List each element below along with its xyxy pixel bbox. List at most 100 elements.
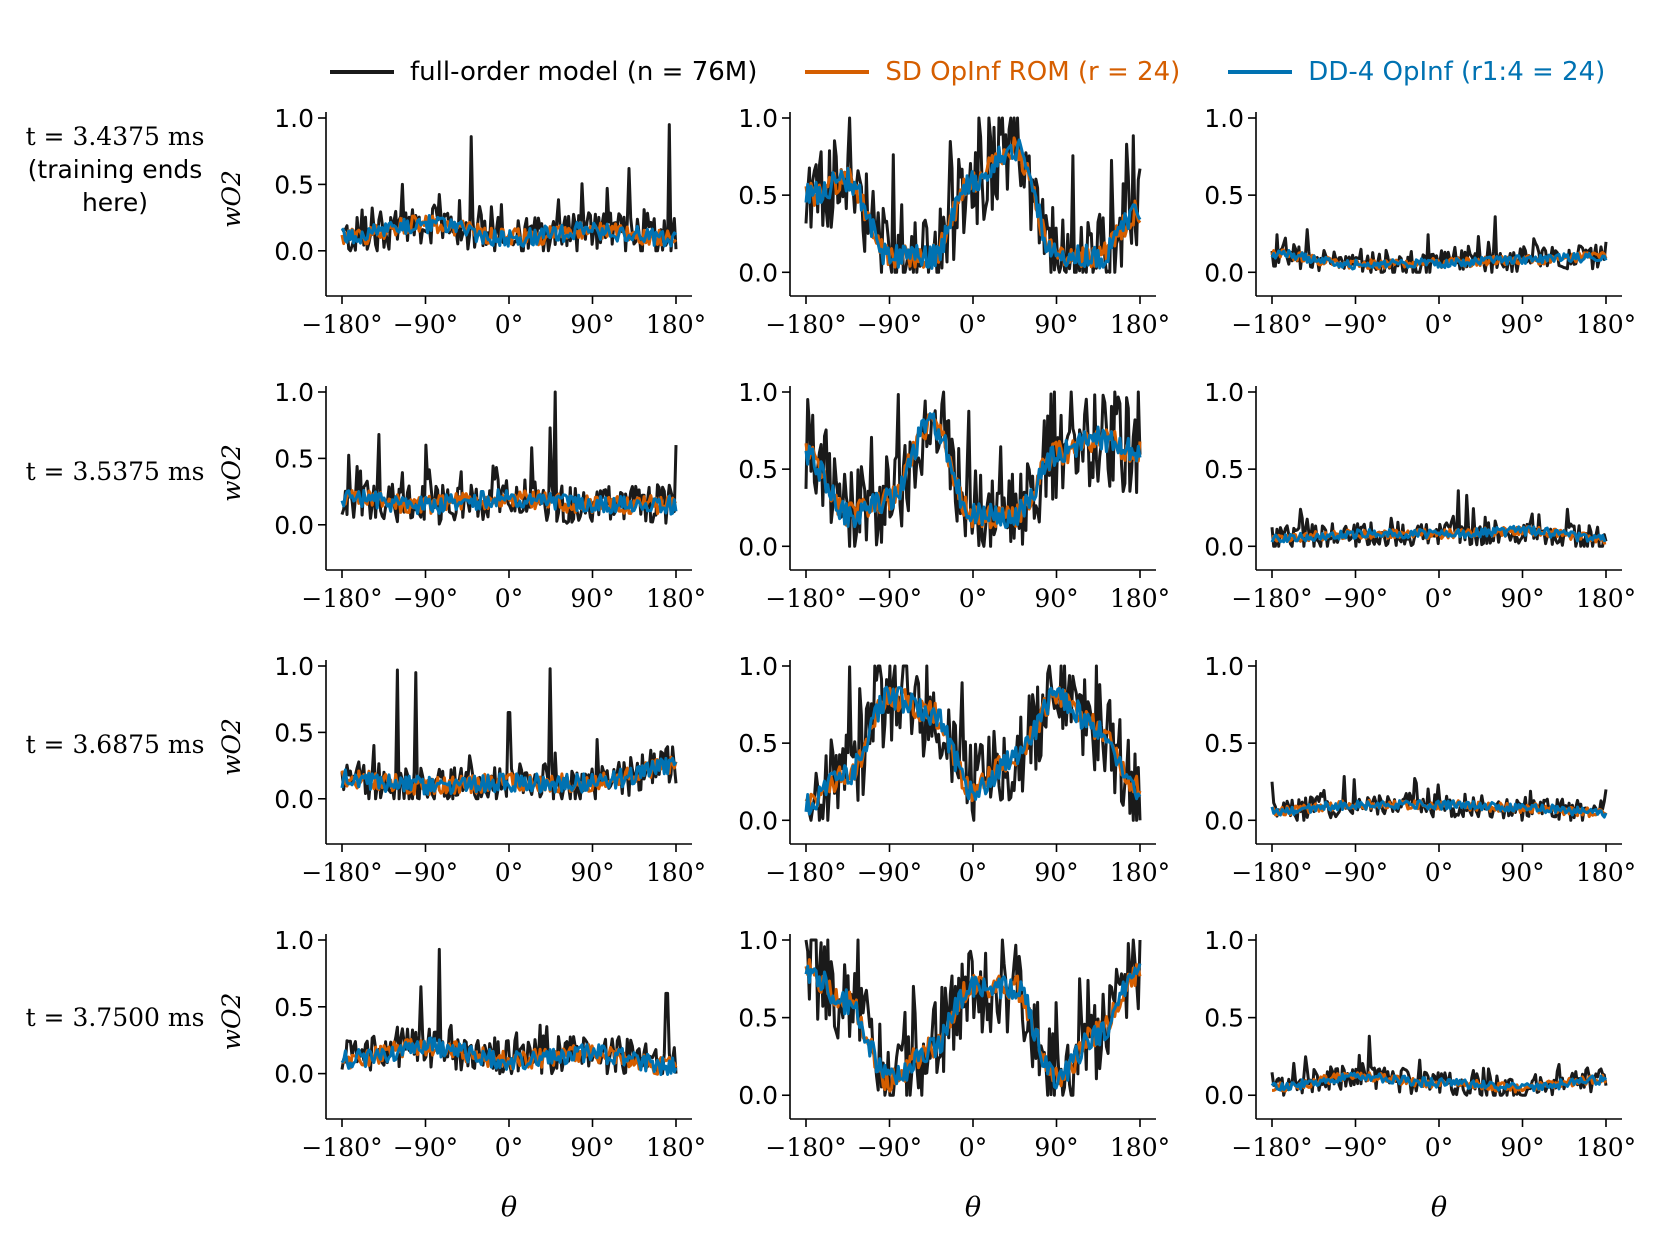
series-line-dd <box>340 756 678 796</box>
y-tick-label: 0.0 <box>274 785 314 814</box>
x-tick-label: −90° <box>857 310 922 339</box>
series-line-dd <box>804 412 1142 529</box>
x-tick-label: 0° <box>959 1133 987 1162</box>
x-tick-label: −90° <box>393 584 458 613</box>
x-tick-label: −180° <box>765 310 846 339</box>
y-tick-label: 0.0 <box>274 237 314 266</box>
row-label-1: t = 3.5375 ms <box>20 455 210 488</box>
legend-swatch-dd <box>1228 70 1293 74</box>
y-tick-label: 0.5 <box>738 729 778 758</box>
y-tick-label: 0.0 <box>274 511 314 540</box>
x-tick-label: −180° <box>765 1133 846 1162</box>
y-tick-label: 0.5 <box>1204 729 1244 758</box>
x-tick-label: 0° <box>959 310 987 339</box>
x-tick-label: 0° <box>1425 584 1453 613</box>
y-tick-label: 1.0 <box>274 104 314 133</box>
y-tick-label: 0.0 <box>738 258 778 287</box>
x-tick-label: −180° <box>765 858 846 887</box>
x-tick-label: −90° <box>393 858 458 887</box>
series-line-dd <box>804 963 1142 1090</box>
y-tick-label: 0.5 <box>274 993 314 1022</box>
x-tick-label: −90° <box>857 858 922 887</box>
series-line-dd <box>340 214 678 248</box>
subplot-r0-c1: 0.0 0.5 1.0 −180° −90° 0° 90° 180° <box>738 104 1170 339</box>
y-tick-label: 1.0 <box>1204 104 1244 133</box>
legend-item-fom: full-order model (n = 76M) <box>330 57 757 87</box>
x-tick-label: −180° <box>765 584 846 613</box>
y-tick-label: 0.0 <box>738 1081 778 1110</box>
subplot-r2-c0: 0.0 0.5 1.0 −180° −90° 0° 90° 180° wO2 <box>217 652 706 887</box>
x-tick-label: 180° <box>1110 310 1170 339</box>
subplot-r1-c1: 0.0 0.5 1.0 −180° −90° 0° 90° 180° <box>738 378 1170 613</box>
x-tick-label: −90° <box>393 310 458 339</box>
y-axis-label: wO2 <box>217 170 246 228</box>
x-tick-label: 0° <box>495 310 523 339</box>
x-tick-label: 90° <box>1034 858 1078 887</box>
y-tick-label: 1.0 <box>274 652 314 681</box>
x-axis-label: θ <box>965 1192 981 1223</box>
y-tick-label: 0.5 <box>274 718 314 747</box>
subplot-r2-c2: 0.0 0.5 1.0 −180° −90° 0° 90° 180° <box>1204 652 1636 887</box>
y-tick-label: 0.5 <box>738 181 778 210</box>
x-tick-label: 0° <box>1425 310 1453 339</box>
series-line-fom <box>805 664 1142 822</box>
row-label-time: t = 3.4375 ms <box>25 122 205 151</box>
x-tick-label: 90° <box>570 310 614 339</box>
x-tick-label: −90° <box>1323 858 1388 887</box>
y-tick-label: 1.0 <box>738 378 778 407</box>
x-tick-label: 90° <box>1034 1133 1078 1162</box>
y-tick-label: 1.0 <box>738 104 778 133</box>
y-tick-label: 0.5 <box>738 455 778 484</box>
x-tick-label: 0° <box>495 1133 523 1162</box>
x-tick-label: −180° <box>301 1133 382 1162</box>
y-tick-label: 0.5 <box>274 444 314 473</box>
x-tick-label: −90° <box>1323 310 1388 339</box>
x-tick-label: −180° <box>301 310 382 339</box>
x-tick-label: −90° <box>857 1133 922 1162</box>
x-tick-label: 0° <box>959 858 987 887</box>
x-tick-label: 180° <box>1576 584 1636 613</box>
subplot-r0-c2: 0.0 0.5 1.0 −180° −90° 0° 90° 180° <box>1204 104 1636 339</box>
series-line-dd <box>1270 524 1607 544</box>
legend-label-dd: DD-4 OpInf (r1:4 = 24) <box>1308 57 1606 87</box>
subplot-r3-c2: 0.0 0.5 1.0 −180° −90° 0° 90° 180° θ <box>1204 926 1636 1223</box>
y-axis-label: wO2 <box>217 993 246 1051</box>
legend-item-sd: SD OpInf ROM (r = 24) <box>805 57 1180 87</box>
series-line-sd <box>341 1037 678 1076</box>
y-tick-label: 1.0 <box>1204 378 1244 407</box>
x-tick-label: 90° <box>1500 584 1544 613</box>
x-tick-label: 0° <box>495 858 523 887</box>
x-tick-label: 90° <box>1034 310 1078 339</box>
subplot-r3-c0: 0.0 0.5 1.0 −180° −90° 0° 90° 180° wO2 θ <box>217 926 706 1223</box>
series-line-dd <box>340 488 678 516</box>
row-label-0: t = 3.4375 ms (training ends here) <box>20 120 210 219</box>
y-tick-label: 1.0 <box>738 926 778 955</box>
subplot-r3-c1: 0.0 0.5 1.0 −180° −90° 0° 90° 180° θ <box>738 926 1170 1223</box>
x-axis-label: θ <box>1431 1192 1447 1223</box>
row-label-2: t = 3.6875 ms <box>20 728 210 761</box>
x-tick-label: 90° <box>570 1133 614 1162</box>
series-line-dd <box>1270 799 1608 819</box>
x-tick-label: 180° <box>646 858 706 887</box>
x-tick-label: 180° <box>1576 1133 1636 1162</box>
x-tick-label: 90° <box>570 858 614 887</box>
x-tick-label: −90° <box>1323 584 1388 613</box>
y-tick-label: 0.5 <box>1204 455 1244 484</box>
x-tick-label: 180° <box>1110 1133 1170 1162</box>
x-tick-label: −180° <box>301 584 382 613</box>
y-tick-label: 1.0 <box>1204 926 1244 955</box>
x-tick-label: −180° <box>1231 1133 1312 1162</box>
y-tick-label: 0.5 <box>1204 1004 1244 1033</box>
x-tick-label: 0° <box>1425 858 1453 887</box>
legend-label-sd: SD OpInf ROM (r = 24) <box>885 57 1181 87</box>
x-tick-label: 180° <box>646 584 706 613</box>
subplot-r2-c1: 0.0 0.5 1.0 −180° −90° 0° 90° 180° <box>738 652 1170 887</box>
x-tick-label: 180° <box>646 1133 706 1162</box>
x-tick-label: 90° <box>1034 584 1078 613</box>
y-tick-label: 0.0 <box>738 806 778 835</box>
x-tick-label: −90° <box>857 584 922 613</box>
y-tick-label: 0.0 <box>1204 532 1244 561</box>
x-tick-label: −90° <box>1323 1133 1388 1162</box>
subplot-r1-c2: 0.0 0.5 1.0 −180° −90° 0° 90° 180° <box>1204 378 1636 613</box>
